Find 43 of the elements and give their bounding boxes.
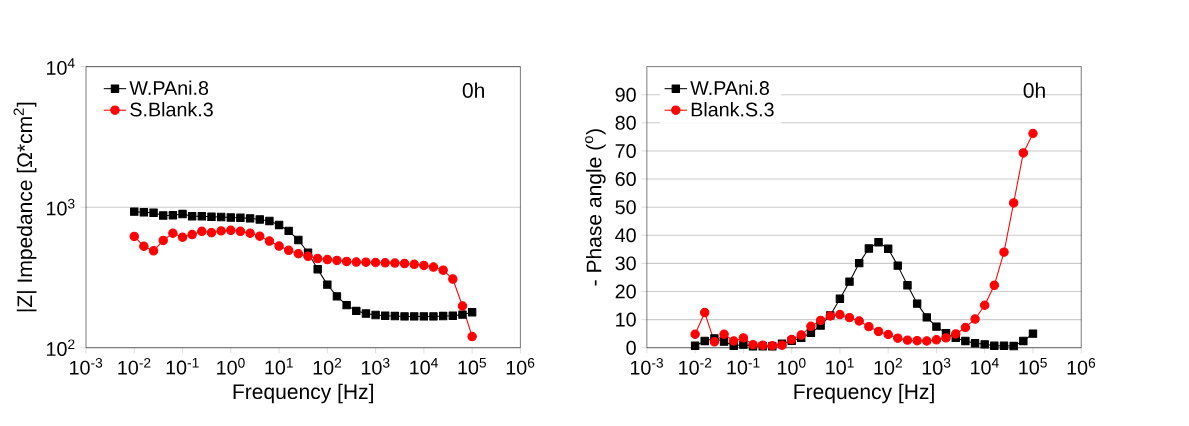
x-axis-title: Frequency [Hz] — [233, 383, 373, 404]
x-tick-label: 10$^{2}$ — [313, 357, 342, 375]
y-tick-label: 0 — [626, 340, 636, 355]
x-tick-label: 10$^{-1}$ — [166, 357, 199, 375]
x-tick-label: 10$^{6}$ — [1067, 357, 1096, 375]
y-axis-title: - Phase angle ($^{o}$) — [585, 129, 606, 286]
x-axis-title: Frequency [Hz] — [794, 383, 934, 404]
y-tick-label: 90 — [615, 87, 636, 102]
y-tick-label: 80 — [615, 115, 636, 130]
annotation: 0h — [1023, 82, 1045, 98]
x-tick-label: 10$^{0}$ — [217, 357, 245, 375]
x-tick-label: 10$^{0}$ — [778, 357, 806, 375]
y-tick-label: 70 — [615, 143, 636, 158]
legend-label: S.Blank.3 — [130, 101, 213, 117]
x-tick-label: 10$^{-1}$ — [727, 357, 760, 375]
x-tick-label: 10$^{2}$ — [874, 357, 902, 375]
legend-label: W.PAni.8 — [690, 80, 769, 95]
x-tick-label: 10$^{1}$ — [826, 357, 854, 375]
x-tick-label: 10$^{1}$ — [265, 357, 293, 375]
x-tick-label: 10$^{4}$ — [410, 357, 438, 375]
y-tick-label: 10$^{4}$ — [47, 58, 75, 75]
x-tick-label: 10$^{5}$ — [1019, 357, 1047, 375]
y-tick-label: 10$^{3}$ — [47, 198, 75, 216]
x-tick-label: 10$^{3}$ — [361, 357, 390, 375]
annotation: 0h — [462, 82, 484, 98]
x-tick-label: 10$^{-3}$ — [630, 357, 664, 375]
y-tick-label: 10$^{2}$ — [47, 339, 75, 356]
legend-label: W.PAni.8 — [129, 80, 209, 95]
x-tick-label: 10$^{6}$ — [506, 357, 535, 375]
y-tick-label: 40 — [615, 228, 636, 243]
y-tick-label: 60 — [615, 171, 636, 186]
x-tick-label: 10$^{-2}$ — [679, 357, 712, 375]
y-axis-title: |Z| Impedance [Ω*cm$^{2}$] — [13, 102, 37, 312]
x-tick-label: 10$^{5}$ — [458, 357, 487, 375]
x-tick-label: 10$^{-3}$ — [70, 357, 103, 375]
x-tick-label: 10$^{3}$ — [922, 357, 951, 375]
x-tick-label: 10$^{-2}$ — [118, 357, 151, 375]
y-tick-label: 30 — [615, 256, 636, 271]
x-tick-label: 10$^{4}$ — [971, 357, 999, 375]
y-tick-label: 20 — [615, 284, 636, 299]
legend-label: Blank.S.3 — [691, 101, 774, 117]
y-tick-label: 50 — [615, 200, 636, 215]
y-tick-label: 10 — [616, 312, 636, 327]
